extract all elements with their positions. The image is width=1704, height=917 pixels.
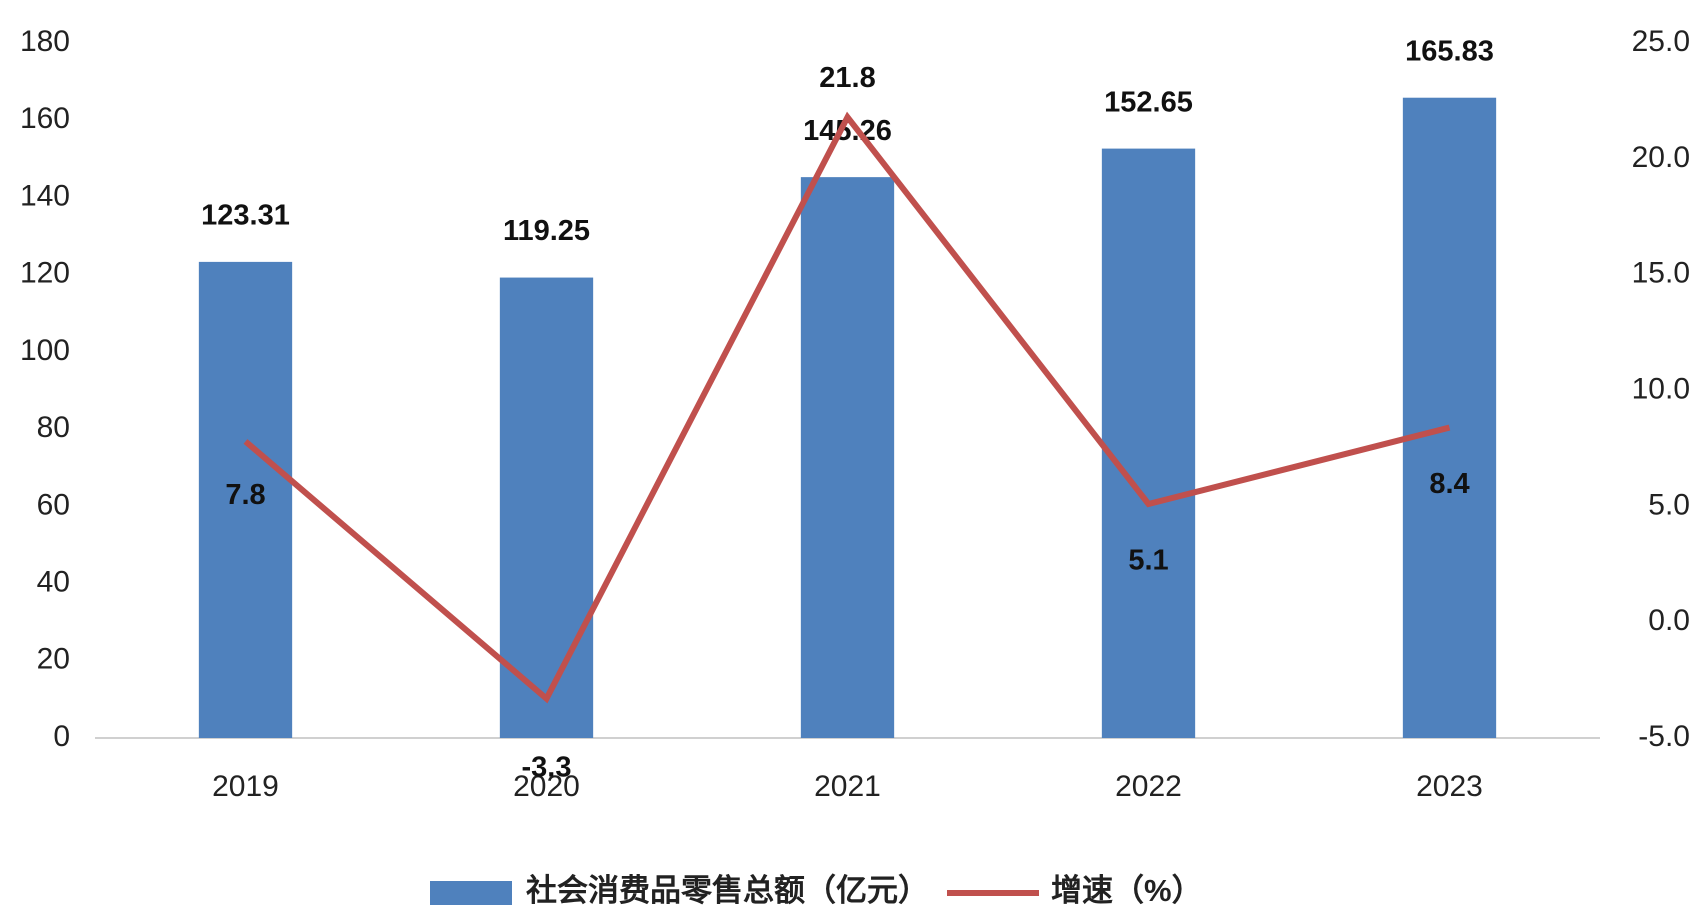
bar — [1101, 148, 1196, 739]
bar — [499, 277, 594, 738]
y-tick-label: 40 — [37, 565, 70, 598]
bar-value-label: 123.31 — [201, 200, 290, 232]
y-tick-label: 140 — [20, 179, 70, 212]
bar — [198, 261, 293, 738]
line-value-label: 8.4 — [1429, 468, 1469, 500]
legend-label: 增速（%） — [1051, 873, 1203, 908]
line — [243, 111, 1451, 704]
y2-tick-label: 10.0 — [1632, 372, 1690, 405]
x-tick-label: 2023 — [1416, 770, 1483, 803]
y-tick-label: 160 — [20, 102, 70, 135]
line-value-label: 7.8 — [225, 479, 265, 511]
legend-swatch — [430, 881, 512, 905]
y-tick-label: 120 — [20, 257, 70, 290]
y2-tick-label: 20.0 — [1632, 141, 1690, 174]
y2-tick-label: -5.0 — [1638, 720, 1690, 753]
y-tick-label: 100 — [20, 334, 70, 367]
y-tick-label: 0 — [53, 720, 70, 753]
bar — [800, 177, 895, 738]
x-tick-label: 2022 — [1115, 770, 1182, 803]
y-tick-label: 180 — [20, 25, 70, 58]
y2-tick-label: 0.0 — [1648, 604, 1690, 637]
legend-label: 社会消费品零售总额（亿元） — [526, 873, 929, 908]
x-tick-label: 2020 — [513, 770, 580, 803]
bar-value-label: 165.83 — [1405, 35, 1494, 67]
y-tick-label: 60 — [37, 488, 70, 521]
bar-value-label: 152.65 — [1104, 86, 1193, 118]
y2-tick-label: 25.0 — [1632, 25, 1690, 58]
bar-value-label: 119.25 — [503, 215, 590, 247]
y2-tick-label: 15.0 — [1632, 257, 1690, 290]
x-tick-label: 2021 — [814, 770, 881, 803]
y-tick-label: 20 — [37, 643, 70, 676]
line-value-label: -3.3 — [522, 751, 572, 783]
y-tick-label: 80 — [37, 411, 70, 444]
bar — [1402, 97, 1497, 739]
line-value-label: 21.8 — [819, 62, 875, 94]
y2-tick-label: 5.0 — [1648, 488, 1690, 521]
line-value-label: 5.1 — [1128, 545, 1168, 577]
x-tick-label: 2019 — [212, 770, 279, 803]
